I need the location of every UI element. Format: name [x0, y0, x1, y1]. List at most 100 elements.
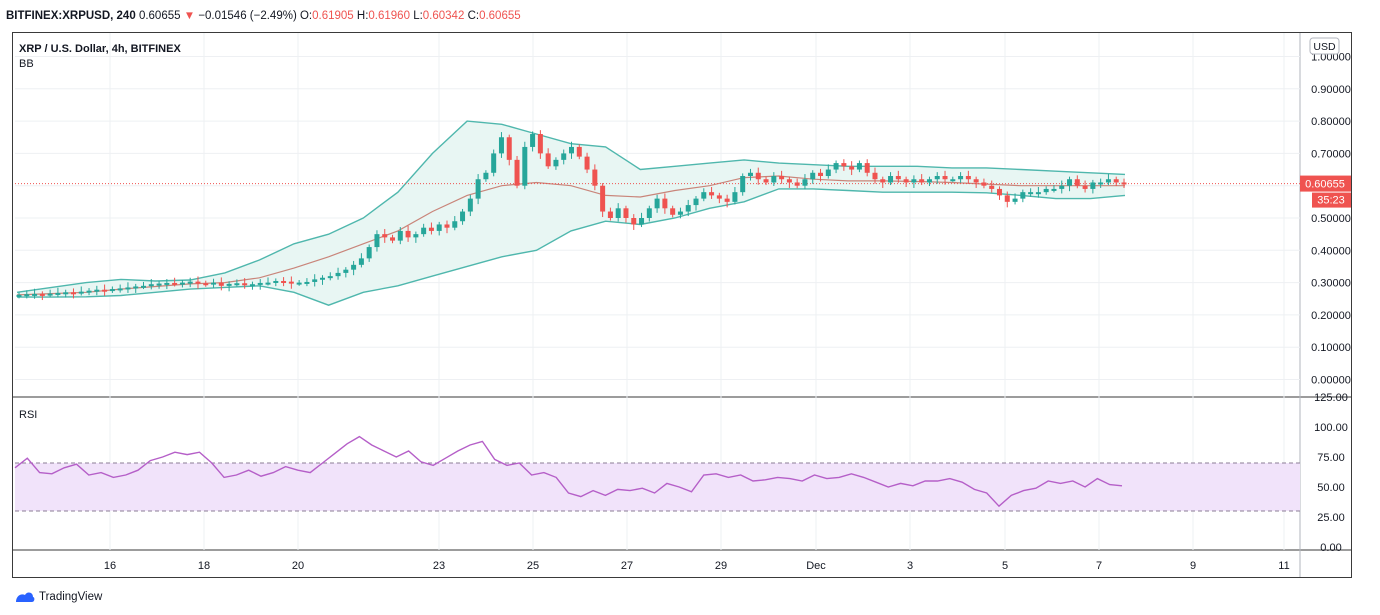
- candle-body: [265, 282, 271, 285]
- candle-body: [397, 230, 403, 241]
- candle-body: [880, 179, 886, 183]
- x-tick-label: 25: [527, 560, 539, 572]
- candle-body: [141, 285, 147, 288]
- x-tick-label: 18: [198, 560, 210, 572]
- x-tick-label: 7: [1096, 560, 1102, 572]
- candle-body: [234, 283, 240, 286]
- chart-canvas[interactable]: 16 18 20 23 25 27 29 Dec 3 5 7 9 11 0.00000 0.10000 0.2…: [13, 33, 1351, 577]
- candle-body: [374, 234, 380, 248]
- high-label: H:: [356, 10, 369, 22]
- candle-body: [942, 176, 948, 180]
- currency-button-label[interactable]: USD: [1313, 41, 1336, 53]
- x-tick-label: 11: [1278, 560, 1289, 572]
- candle-body: [919, 179, 925, 183]
- candle-body: [537, 134, 543, 154]
- high-value: 0.61960: [368, 10, 410, 22]
- y-tick-label: 0.70000: [1311, 148, 1351, 160]
- rsi-y-tick-label: 50.00: [1317, 482, 1345, 494]
- y-tick-label: 0.50000: [1311, 213, 1351, 225]
- x-tick-label: 20: [292, 560, 304, 572]
- rsi-indicator-label[interactable]: RSI: [19, 409, 38, 421]
- price-change: −0.01546 (−2.49%): [198, 10, 297, 22]
- candle-body: [491, 153, 497, 173]
- candle-body: [561, 153, 567, 160]
- candle-body: [187, 281, 193, 284]
- candle-body: [32, 293, 38, 296]
- rsi-y-tick-label: 75.00: [1317, 452, 1345, 464]
- bb-indicator-label[interactable]: BB: [19, 58, 34, 70]
- rsi-y-tick-label: 100.00: [1314, 422, 1348, 434]
- candle-body: [257, 282, 263, 285]
- candle-body: [794, 182, 800, 186]
- candle-body: [615, 208, 621, 218]
- candle-body: [771, 176, 777, 183]
- symbol-name[interactable]: BITFINEX:XRPUSD, 240: [6, 10, 136, 22]
- candle-body: [405, 230, 411, 238]
- candle-body: [553, 159, 559, 167]
- rsi-y-tick-label: 25.00: [1317, 512, 1345, 524]
- candle-body: [203, 283, 209, 286]
- price-badge: [1300, 175, 1351, 192]
- candle-body: [148, 284, 154, 287]
- candle-body: [319, 277, 325, 280]
- candle-body: [16, 294, 22, 297]
- candle-body: [117, 288, 123, 291]
- chart-frame[interactable]: 16 18 20 23 25 27 29 Dec 3 5 7 9 11 0.00000 0.10000 0.2…: [12, 32, 1352, 578]
- candle-body: [569, 146, 574, 154]
- candle-body: [211, 282, 217, 285]
- candle-body: [1035, 192, 1041, 195]
- candle-body: [436, 224, 442, 231]
- candle-body: [483, 172, 489, 180]
- bb-fill-area: [17, 121, 1125, 306]
- x-tick-label: 3: [907, 560, 913, 572]
- candle-body: [677, 211, 683, 215]
- candle-body: [94, 289, 100, 292]
- candle-body: [576, 146, 582, 157]
- candle-body: [55, 292, 61, 295]
- close-label: C:: [467, 10, 480, 22]
- y-tick-label: 0.80000: [1311, 116, 1351, 128]
- rsi-y-tick-label: 125.00: [1314, 392, 1348, 404]
- candle-body: [732, 192, 738, 202]
- candle-body: [1090, 182, 1096, 189]
- x-tick-label: 5: [1002, 560, 1008, 572]
- currency-button: [1309, 37, 1340, 55]
- candle-body: [288, 281, 294, 284]
- candle-body: [1113, 179, 1119, 183]
- candle-body: [156, 283, 162, 286]
- last-price: 0.60655: [138, 10, 181, 22]
- candle-body: [498, 137, 504, 154]
- candle-body: [327, 276, 333, 279]
- candle-body: [102, 289, 108, 292]
- candle-body: [172, 282, 178, 285]
- candle-body: [249, 284, 255, 287]
- open-label: O:: [299, 10, 313, 22]
- candle-body: [70, 292, 76, 295]
- candle-body: [856, 163, 862, 170]
- candle-body: [872, 172, 878, 180]
- candle-body: [343, 269, 349, 273]
- candle-body: [78, 291, 84, 294]
- candle-body: [530, 134, 536, 147]
- candle-body: [413, 234, 419, 238]
- candle-body: [849, 166, 855, 170]
- candle-body: [833, 163, 839, 170]
- tradingview-brand: TradingView: [39, 591, 103, 603]
- candle-body: [685, 205, 691, 212]
- candle-body: [818, 172, 824, 177]
- candle-body: [382, 234, 388, 238]
- countdown-badge: [1312, 192, 1351, 208]
- candle-body: [895, 176, 901, 180]
- rsi-band: [15, 463, 1300, 511]
- candle-body: [390, 237, 396, 241]
- candle-body: [522, 146, 528, 186]
- tradingview-logo[interactable]: TradingView: [14, 590, 102, 604]
- candle-body: [460, 211, 466, 222]
- bb-lower-band: [17, 188, 1126, 306]
- candle-body: [662, 198, 668, 209]
- candle-body: [273, 280, 279, 283]
- candle-body: [802, 179, 808, 186]
- candle-body: [810, 172, 816, 180]
- candle-body: [1004, 195, 1010, 202]
- candle-body: [1074, 179, 1080, 186]
